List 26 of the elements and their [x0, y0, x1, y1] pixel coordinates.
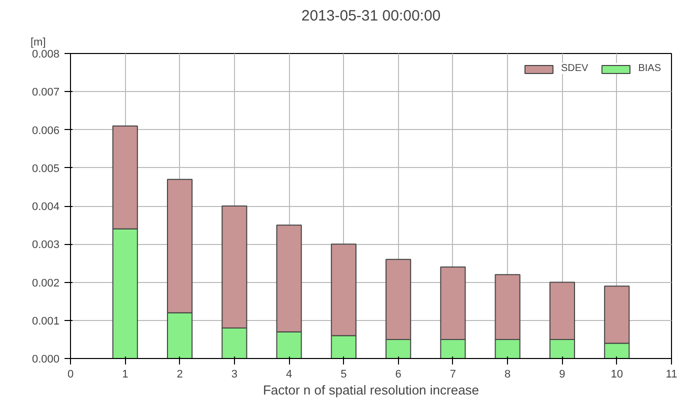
x-tick-label: 7 — [450, 368, 456, 380]
x-tick-label: 4 — [286, 368, 292, 380]
y-axis-title: [m] — [30, 36, 46, 48]
x-tick-label: 9 — [559, 368, 566, 380]
x-tick-label: 11 — [666, 368, 678, 380]
y-tick-label: 0.006 — [32, 124, 60, 137]
legend-label: BIAS — [638, 63, 661, 74]
x-tick-label: 0 — [67, 368, 74, 380]
x-axis-title: Factor n of spatial resolution increase — [262, 382, 480, 398]
y-tick-label: 0.007 — [32, 86, 60, 99]
y-tick-label: 0.001 — [32, 315, 60, 328]
x-tick-label: 1 — [122, 368, 128, 380]
legend-label: SDEV — [560, 63, 588, 74]
y-tick-label: 0.008 — [32, 48, 60, 60]
x-tick-label: 3 — [231, 368, 238, 380]
x-tick-label: 8 — [504, 368, 511, 380]
y-tick-label: 0.004 — [32, 201, 60, 213]
chart-title: 2013-05-31 00:00:00 — [301, 8, 441, 24]
x-tick-label: 2 — [176, 368, 183, 380]
y-tick-label: 0.000 — [32, 354, 60, 366]
y-tick-label: 0.003 — [32, 239, 60, 252]
y-tick-label: 0.002 — [32, 277, 60, 290]
x-tick-label: 10 — [610, 368, 623, 380]
y-tick-label: 0.005 — [32, 162, 60, 175]
x-tick-label: 5 — [340, 368, 347, 380]
x-tick-label: 6 — [395, 368, 402, 380]
